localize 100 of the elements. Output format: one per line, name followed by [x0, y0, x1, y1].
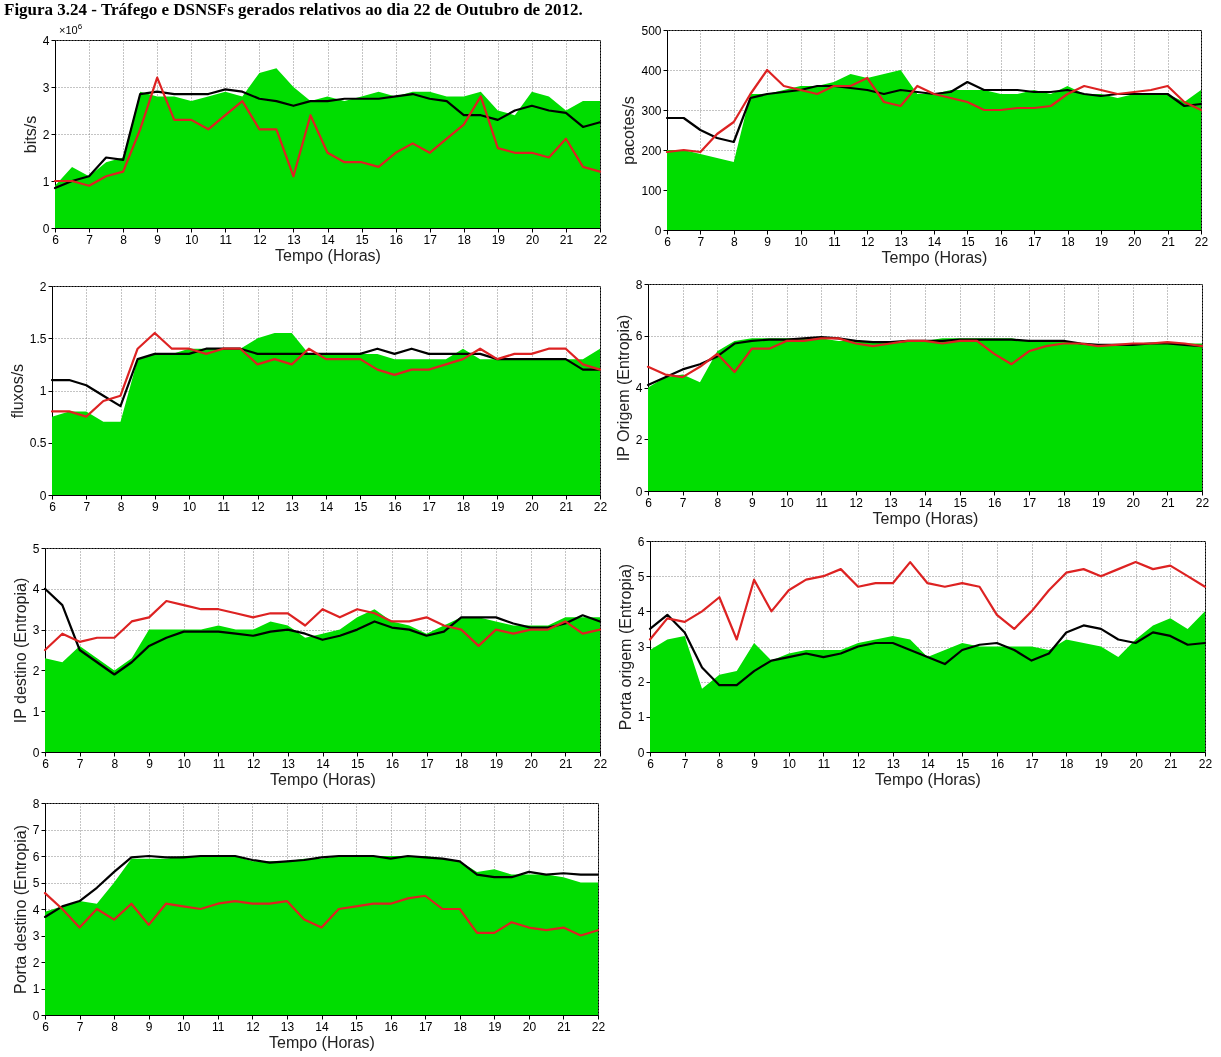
y-tick-label: 8 [32, 796, 40, 811]
x-tick-label: 12 [851, 756, 866, 771]
line-series [646, 337, 1204, 379]
x-tick-label: 13 [281, 756, 296, 771]
y-tick-label: 3 [32, 929, 40, 943]
x-tick-label: 20 [522, 1019, 537, 1034]
x-tick-label: 15 [351, 756, 365, 771]
y-tick-label: 1 [32, 982, 40, 996]
x-tick-label: 18 [457, 232, 472, 247]
x-tick-label: 11 [828, 234, 841, 249]
x-tick-label: 18 [455, 756, 469, 771]
x-tick-label: 11 [212, 756, 226, 771]
x-tick-label: 13 [287, 232, 301, 247]
y-tick-label: 2 [32, 663, 40, 678]
x-tick-label: 15 [953, 495, 968, 510]
x-tick-label: 19 [1094, 756, 1109, 771]
x-tick-label: 15 [354, 499, 368, 514]
x-tick-label: 19 [491, 232, 506, 247]
x-tick-label: 21 [559, 232, 574, 247]
y-axis-title: bits/s [21, 115, 39, 154]
x-tick-label: 9 [764, 234, 772, 249]
x-tick-label: 11 [817, 756, 831, 771]
line-series [50, 331, 602, 418]
x-tick-label: 19 [491, 499, 505, 514]
x-tick-label: 21 [1164, 756, 1178, 771]
x-tick-label: 13 [894, 234, 909, 249]
x-tick-label: 15 [956, 756, 970, 771]
x-tick-label: 15 [961, 234, 975, 249]
x-tick-label: 12 [849, 495, 864, 510]
x-tick-label: 12 [246, 756, 261, 771]
y-tick-label: 2 [635, 432, 643, 447]
line-series [43, 599, 602, 652]
y-tick-label: 4 [635, 381, 643, 395]
x-tick-label: 17 [1027, 234, 1042, 249]
x-tick-label: 14 [316, 756, 330, 771]
x-tick-label: 18 [1057, 495, 1071, 510]
line-series [648, 561, 1207, 641]
y-tick-label: 7 [32, 823, 40, 837]
x-tick-label: 20 [1126, 495, 1141, 510]
x-tick-label: 7 [76, 1019, 84, 1034]
x-tick-label: 20 [1128, 234, 1142, 249]
x-tick-label: 11 [217, 499, 231, 514]
y-tick-label: 0 [42, 221, 50, 236]
x-tick-label: 8 [730, 234, 738, 249]
y-tick-label: 4 [32, 902, 40, 917]
x-tick-label: 9 [145, 1019, 153, 1034]
x-tick-label: 7 [76, 756, 84, 771]
x-axis-title: Tempo (Horas) [881, 248, 988, 266]
x-tick-label: 9 [749, 495, 757, 510]
x-tick-label: 8 [716, 756, 724, 771]
x-tick-label: 8 [714, 495, 722, 510]
x-tick-label: 21 [559, 499, 574, 514]
x-tick-label: 13 [280, 1019, 295, 1034]
x-tick-label: 22 [593, 232, 608, 247]
y-axis-title: IP Origem (Entropia) [614, 314, 632, 462]
y-tick-label: 0 [32, 1008, 40, 1023]
x-axis-title: Tempo (Horas) [275, 246, 381, 264]
x-tick-label: 7 [679, 495, 687, 510]
x-tick-label: 11 [815, 495, 829, 510]
x-tick-label: 19 [1091, 495, 1106, 510]
x-tick-label: 14 [319, 499, 334, 514]
x-tick-label: 21 [557, 1019, 571, 1034]
y-tick-label: 0 [32, 745, 40, 760]
y-tick-label: 4 [637, 604, 645, 619]
x-tick-label: 16 [389, 232, 404, 247]
x-tick-label: 11 [219, 232, 233, 247]
x-tick-label: 18 [453, 1019, 468, 1034]
x-tick-label: 9 [154, 232, 162, 247]
y-tick-label: 0 [635, 484, 643, 499]
x-tick-label: 22 [1195, 495, 1210, 510]
x-tick-label: 9 [146, 756, 154, 771]
x-tick-label: 7 [681, 756, 689, 771]
y-tick-label: 3 [637, 640, 645, 654]
x-tick-label: 17 [420, 756, 435, 771]
x-axis-title: Tempo (Horas) [872, 509, 979, 527]
x-tick-label: 10 [182, 499, 197, 514]
x-tick-label: 22 [593, 499, 608, 514]
x-tick-label: 11 [212, 1019, 225, 1034]
y-tick-label: 0 [39, 488, 47, 503]
x-tick-label: 19 [488, 1019, 502, 1034]
x-tick-label: 16 [990, 756, 1005, 771]
x-tick-label: 17 [422, 499, 437, 514]
x-tick-label: 16 [384, 1019, 399, 1034]
x-tick-label: 22 [593, 756, 608, 771]
x-tick-label: 15 [349, 1019, 364, 1034]
y-axis-title: Porta destino (Entropia) [11, 825, 29, 994]
x-tick-label: 16 [994, 234, 1009, 249]
x-tick-label: 10 [780, 495, 794, 510]
x-tick-label: 22 [591, 1019, 606, 1034]
y-tick-label: 1 [32, 704, 40, 719]
y-tick-label: 2 [32, 955, 40, 970]
x-tick-label: 22 [1198, 756, 1213, 771]
text: ×10$^{6}$ [59, 22, 83, 36]
x-tick-label: 16 [388, 499, 402, 514]
y-tick-label: 500 [641, 23, 662, 38]
y-tick-label: 1.5 [29, 331, 47, 346]
x-tick-label: 17 [423, 232, 438, 247]
x-tick-label: 14 [921, 756, 935, 771]
x-tick-label: 20 [524, 756, 539, 771]
y-tick-label: 100 [641, 183, 662, 198]
